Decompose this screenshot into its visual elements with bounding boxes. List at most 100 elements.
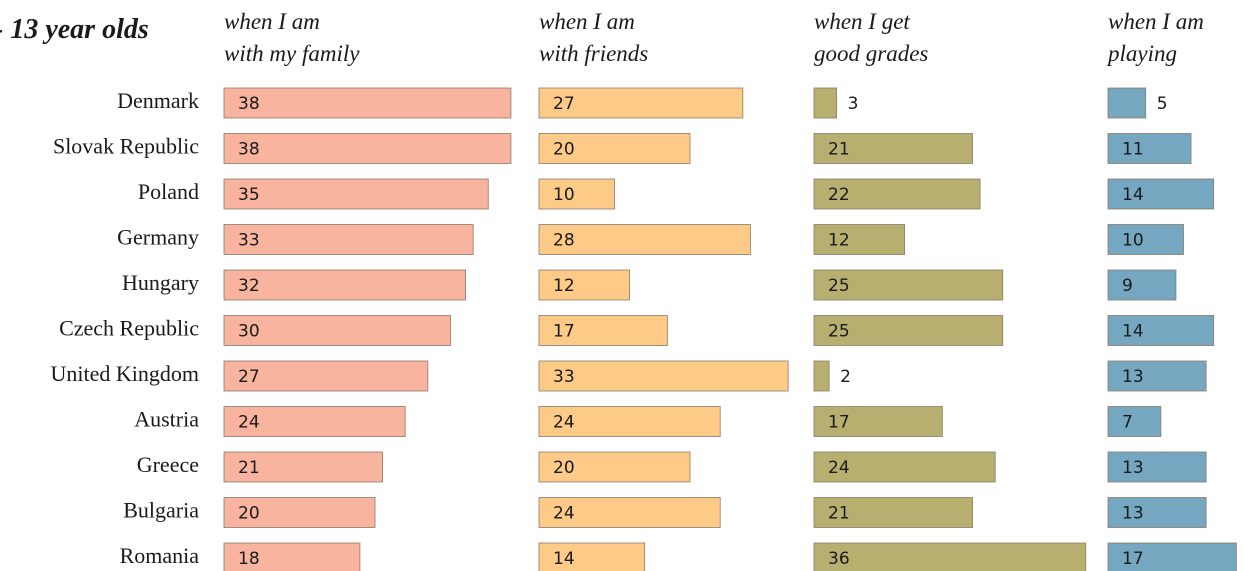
category-label: Czech Republic: [59, 316, 199, 341]
value-label: 13: [1122, 458, 1144, 478]
bar: [223, 269, 467, 301]
value-label: 35: [238, 185, 260, 205]
bar: [223, 224, 474, 255]
bar: [813, 360, 830, 392]
bar: [223, 451, 383, 483]
value-label: 32: [238, 276, 260, 296]
series-name: when I get good grades: [814, 9, 929, 66]
value-label: 38: [238, 94, 260, 114]
category-label: Germany: [117, 225, 199, 250]
bar: [223, 315, 451, 346]
value-label: 24: [553, 504, 575, 524]
category-label: Greece: [137, 452, 199, 477]
category-label: Hungary: [122, 270, 199, 295]
bar: [1107, 542, 1237, 571]
bar: [223, 406, 406, 437]
value-label: 17: [1122, 549, 1144, 569]
bar: [1107, 269, 1177, 301]
bar: [223, 133, 512, 164]
bar: [1107, 224, 1184, 255]
bar: [1107, 133, 1192, 164]
value-label: 33: [238, 231, 260, 251]
category-label: Bulgaria: [123, 498, 199, 523]
value-label: 21: [238, 458, 260, 478]
value-label: 25: [828, 322, 850, 342]
value-label: 7: [1122, 413, 1133, 433]
value-label: 24: [828, 458, 850, 478]
bar: [1107, 497, 1207, 528]
category-label: Austria: [134, 407, 199, 432]
value-label: 20: [553, 140, 575, 160]
value-label: 30: [238, 322, 260, 342]
value-label: 5: [1157, 94, 1168, 114]
bar: [223, 497, 376, 528]
value-label: 12: [828, 231, 850, 251]
bar: [813, 406, 943, 437]
value-label: 20: [238, 504, 260, 524]
value-label: 24: [238, 413, 260, 433]
value-label: 2: [840, 367, 851, 387]
value-label: 27: [553, 94, 575, 114]
value-label: 27: [238, 367, 260, 387]
value-label: 33: [553, 367, 575, 387]
value-label: 10: [553, 185, 575, 205]
series-name: when I am with my family: [224, 9, 360, 66]
value-label: 13: [1122, 367, 1144, 387]
bar: [538, 542, 646, 571]
bar: [1107, 315, 1215, 346]
bar: [538, 269, 630, 301]
value-label: 36: [828, 549, 850, 569]
bar: [1107, 178, 1215, 210]
bar: [538, 497, 721, 528]
bar: [1107, 87, 1147, 119]
value-label: 14: [1122, 322, 1144, 342]
bar: [813, 269, 1004, 301]
value-label: 22: [828, 185, 850, 205]
bar: [813, 315, 1004, 346]
value-label: 11: [1122, 140, 1144, 160]
bar: [813, 224, 905, 255]
series-name: when I am playing: [1108, 9, 1204, 66]
bar: [538, 406, 721, 437]
bar: [1107, 406, 1162, 437]
bar: [538, 178, 615, 210]
value-label: 20: [553, 458, 575, 478]
value-label: 14: [553, 549, 575, 569]
bar: [813, 178, 981, 210]
bar: [813, 542, 1087, 571]
value-label: 10: [1122, 231, 1144, 251]
bar: [538, 315, 668, 346]
bar: [223, 87, 512, 119]
value-label: 24: [553, 413, 575, 433]
category-label: Romania: [120, 543, 200, 568]
bar: [813, 87, 838, 119]
value-label: 17: [828, 413, 850, 433]
value-label: 13: [1122, 504, 1144, 524]
value-label: 12: [553, 276, 575, 296]
category-label: Denmark: [117, 88, 199, 113]
bar: [223, 178, 489, 210]
value-label: 21: [828, 504, 850, 524]
category-label: Poland: [138, 179, 199, 204]
value-label: 18: [238, 549, 260, 569]
bar: [538, 87, 744, 119]
chart-title: - 13 year olds: [0, 14, 149, 45]
value-label: 38: [238, 140, 260, 160]
bar: [538, 451, 691, 483]
bar: [538, 133, 691, 164]
category-label: United Kingdom: [51, 361, 200, 386]
bar: [813, 133, 973, 164]
value-label: 3: [848, 94, 859, 114]
bar: [223, 542, 361, 571]
value-label: 9: [1122, 276, 1133, 296]
value-label: 28: [553, 231, 575, 251]
value-label: 21: [828, 140, 850, 160]
value-label: 14: [1122, 185, 1144, 205]
bar: [813, 451, 996, 483]
value-label: 17: [553, 322, 575, 342]
bar: [223, 360, 429, 392]
bar: [538, 360, 789, 392]
bar: [813, 497, 973, 528]
